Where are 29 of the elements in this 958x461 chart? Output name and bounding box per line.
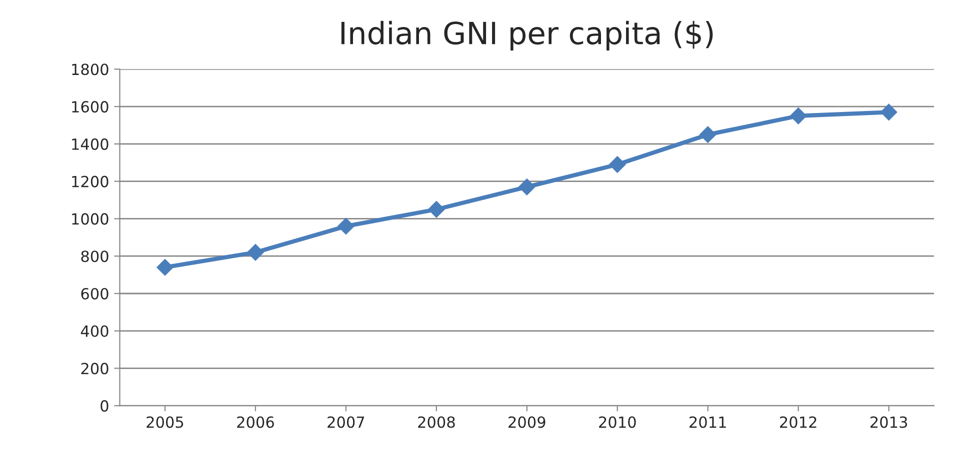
x-tick-label: 2013 — [870, 416, 908, 428]
y-tick-label: 200 — [81, 362, 108, 374]
point — [156, 258, 174, 276]
y-tick-label: 1400 — [72, 138, 108, 150]
y-tick-label: 600 — [81, 288, 108, 300]
x-tick-label: 2009 — [508, 416, 546, 428]
x-tick-label: 2006 — [237, 416, 274, 428]
y-tick-label: 1200 — [72, 176, 108, 188]
chart-title: Indian GNI per capita ($) — [341, 20, 713, 51]
point — [609, 156, 626, 173]
point — [338, 218, 354, 235]
x-tick-label: 2007 — [328, 416, 364, 428]
point — [518, 178, 536, 196]
y-tick-label: 800 — [81, 250, 108, 262]
point — [428, 200, 445, 218]
y-tick-label: 1800 — [72, 64, 108, 76]
y-tick-label: 400 — [80, 325, 108, 337]
x-tick-label: 2008 — [418, 416, 455, 428]
y-tick-label: 0 — [100, 400, 108, 412]
point — [247, 244, 264, 261]
x-tick-label: 2011 — [690, 416, 726, 428]
x-tick-label: 2005 — [146, 416, 184, 428]
y-tick-label: 1600 — [72, 101, 108, 113]
point — [699, 126, 716, 143]
point — [790, 108, 807, 124]
x-tick-label: 2012 — [780, 416, 816, 428]
point — [880, 104, 898, 121]
x-tick-label: 2010 — [599, 416, 636, 428]
y-tick-label: 1000 — [72, 213, 108, 225]
